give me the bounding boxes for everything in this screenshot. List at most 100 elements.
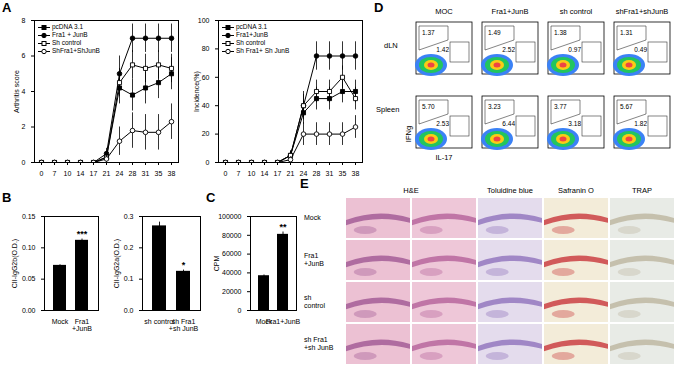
svg-text:0.0: 0.0 [124,307,134,314]
svg-text:MOC: MOC [435,7,453,16]
svg-text:1.82: 1.82 [634,120,647,127]
svg-text:38: 38 [352,170,360,177]
svg-text:1.38: 1.38 [554,29,567,36]
svg-text:Fra1+JunB: Fra1+JunB [72,318,92,332]
svg-text:7: 7 [237,170,241,177]
svg-text:1.37: 1.37 [422,29,435,36]
svg-text:14: 14 [77,170,85,177]
html-text:E: E [300,176,309,191]
svg-text:20000: 20000 [222,288,242,295]
svg-text:Fra1+JunB: Fra1+JunB [266,318,301,325]
html-text:Fra1 + JunB: Fra1 + JunB [52,31,88,38]
svg-text:31: 31 [142,170,150,177]
svg-text:0: 0 [224,170,228,177]
svg-text:5.70: 5.70 [422,103,435,110]
html-text:A: A [2,0,12,15]
svg-text:2.52: 2.52 [502,46,515,53]
html-text:C: C [206,190,216,205]
svg-text:0.00: 0.00 [22,307,36,314]
svg-text:sh Fra1+sh JunB: sh Fra1+sh JunB [304,336,334,351]
svg-text:IL-17: IL-17 [435,153,452,162]
svg-text:31: 31 [326,170,334,177]
svg-text:IFNg: IFNg [404,126,413,142]
svg-text:**: ** [279,222,287,232]
svg-text:CPM: CPM [213,256,220,272]
svg-text:0: 0 [238,307,242,314]
svg-text:0.10: 0.10 [22,244,36,251]
svg-text:17: 17 [90,170,98,177]
svg-text:0: 0 [40,170,44,177]
svg-text:24: 24 [299,170,308,178]
svg-text:CII-IgG2b(O.D.): CII-IgG2b(O.D.) [11,239,19,288]
svg-text:Incidence(%): Incidence(%) [193,71,201,112]
svg-text:2: 2 [22,123,26,130]
svg-text:Spleen: Spleen [376,105,399,114]
svg-text:0: 0 [22,159,26,166]
svg-text:100000: 100000 [218,213,241,220]
svg-text:Fra1+JunB: Fra1+JunB [304,252,324,267]
svg-text:21: 21 [287,170,295,177]
svg-text:sh control: sh control [144,318,175,325]
svg-text:24: 24 [116,170,124,177]
svg-text:60: 60 [202,74,210,81]
svg-text:80000: 80000 [222,232,242,239]
svg-text:Mock: Mock [304,214,321,221]
svg-text:Mock: Mock [255,318,273,326]
svg-text:*: * [182,260,186,270]
svg-text:3.77: 3.77 [554,103,567,110]
svg-text:14: 14 [261,170,269,177]
svg-text:10: 10 [248,170,256,177]
svg-text:6: 6 [22,52,26,59]
svg-text:sh control: sh control [560,7,593,16]
svg-text:Fra1+JunB: Fra1+JunB [492,7,529,16]
svg-text:7: 7 [53,170,57,177]
svg-text:Arthritis score: Arthritis score [13,70,20,113]
svg-text:17: 17 [274,170,282,177]
svg-text:1.49: 1.49 [488,29,501,36]
svg-text:3.18: 3.18 [568,120,581,127]
svg-text:Mock: Mock [52,318,69,325]
svg-text:Toluidine blue: Toluidine blue [487,186,533,195]
svg-text:60000: 60000 [222,250,242,257]
svg-text:28: 28 [313,170,321,177]
svg-text:CII-IgG2a(O.D.): CII-IgG2a(O.D.) [113,239,121,288]
svg-text:35: 35 [155,170,163,177]
svg-text:0.1: 0.1 [124,275,134,282]
svg-text:100: 100 [198,17,210,24]
svg-text:6.44: 6.44 [502,120,515,127]
svg-text:1.42: 1.42 [436,46,449,53]
svg-text:20: 20 [202,130,210,137]
svg-text:0.3: 0.3 [124,213,134,220]
html-text:B: B [2,190,12,205]
svg-text:1.31: 1.31 [620,29,633,36]
svg-text:35: 35 [339,170,347,177]
svg-text:shFra1+shJunB: shFra1+shJunB [616,7,669,16]
svg-text:0.15: 0.15 [22,213,36,220]
svg-text:21: 21 [103,170,111,177]
svg-text:TRAP: TRAP [632,186,652,195]
svg-text:0.97: 0.97 [568,46,581,53]
svg-text:sh Fra1+sh JunB: sh Fra1+sh JunB [169,318,199,332]
svg-text:80: 80 [202,45,210,52]
svg-text:10: 10 [64,170,72,177]
svg-text:0.05: 0.05 [22,275,36,282]
svg-text:H&E: H&E [403,186,418,195]
svg-text:40000: 40000 [222,269,242,276]
svg-text:0.2: 0.2 [124,244,134,251]
svg-text:shcontrol: shcontrol [304,294,325,309]
svg-text:40: 40 [202,102,210,109]
svg-text:dLN: dLN [384,41,398,50]
svg-text:0: 0 [206,159,210,166]
svg-text:4: 4 [22,88,26,95]
html-text:pcDNA 3.1: pcDNA 3.1 [52,23,84,30]
svg-text:2.53: 2.53 [436,120,449,127]
svg-text:0.49: 0.49 [634,46,647,53]
svg-text:5.67: 5.67 [620,103,633,110]
svg-text:Safranin O: Safranin O [558,186,594,195]
svg-text:3.23: 3.23 [488,103,501,110]
svg-text:38: 38 [168,170,176,177]
svg-text:28: 28 [129,170,137,177]
svg-text:8: 8 [22,17,26,24]
svg-text:***: *** [77,229,88,239]
html-text:D: D [374,0,384,15]
